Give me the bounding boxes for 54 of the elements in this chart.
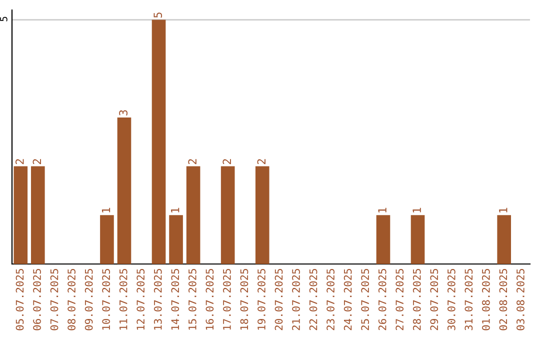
- x-tick-label: 06.07.2025: [33, 269, 41, 330]
- bar: [255, 166, 270, 264]
- data-label: 5: [154, 12, 162, 18]
- bar: [186, 166, 200, 264]
- data-label: 2: [32, 159, 41, 164]
- bar: [14, 166, 28, 264]
- x-tick-label: 11.07.2025: [119, 269, 128, 330]
- data-label: 2: [188, 159, 196, 164]
- x-tick-label: 16.07.2025: [206, 269, 214, 330]
- data-label: 1: [171, 208, 180, 212]
- data-label: 3: [119, 110, 128, 116]
- x-tick-label: 02.08.2025: [499, 269, 508, 330]
- bar: [30, 166, 45, 264]
- bar: [376, 215, 390, 264]
- x-tick-label: 05.07.2025: [16, 269, 24, 330]
- bar: [169, 215, 183, 264]
- bar: [497, 215, 512, 264]
- data-label: 1: [102, 208, 110, 212]
- bar: [410, 215, 425, 264]
- data-label: 2: [257, 159, 266, 164]
- x-tick-label: 30.07.2025: [447, 269, 456, 330]
- x-tick-label: 17.07.2025: [223, 269, 231, 330]
- x-tick-label: 09.07.2025: [84, 269, 93, 330]
- x-tick-label: 20.07.2025: [274, 269, 283, 330]
- x-tick-label: 23.07.2025: [326, 269, 334, 330]
- x-tick-label: 12.07.2025: [136, 269, 145, 330]
- x-tick-label: 27.07.2025: [396, 269, 404, 330]
- x-tick-label: 26.07.2025: [378, 269, 386, 330]
- x-tick-label: 25.07.2025: [361, 269, 370, 330]
- data-label: 1: [499, 208, 508, 212]
- x-tick-label: 13.07.2025: [154, 269, 162, 330]
- x-tick-label: 15.07.2025: [188, 269, 196, 330]
- x-tick-label: 24.07.2025: [344, 269, 352, 330]
- x-tick-label: 19.07.2025: [258, 269, 266, 330]
- bar: [100, 215, 114, 264]
- x-tick-label: 21.07.2025: [292, 269, 300, 330]
- x-tick-label: 28.07.2025: [412, 269, 421, 330]
- bar: [220, 166, 235, 264]
- data-label: 2: [222, 159, 231, 164]
- x-tick-label: 29.07.2025: [430, 269, 438, 330]
- x-tick-label: 14.07.2025: [171, 269, 180, 330]
- data-label: 2: [15, 159, 24, 164]
- x-tick-label: 01.08.2025: [482, 269, 490, 330]
- x-tick-label: 31.07.2025: [464, 269, 473, 330]
- bar: [152, 20, 166, 264]
- x-tick-label: 03.08.2025: [516, 269, 524, 330]
- x-tick-label: 10.07.2025: [102, 269, 110, 330]
- x-tick-label: 08.07.2025: [68, 269, 76, 330]
- x-tick-label: 22.07.2025: [309, 269, 318, 330]
- x-tick-label: 18.07.2025: [240, 269, 248, 330]
- data-label: 1: [412, 208, 421, 212]
- x-tick-label: 07.07.2025: [50, 269, 58, 330]
- data-label: 1: [378, 208, 386, 212]
- bar: [117, 117, 132, 264]
